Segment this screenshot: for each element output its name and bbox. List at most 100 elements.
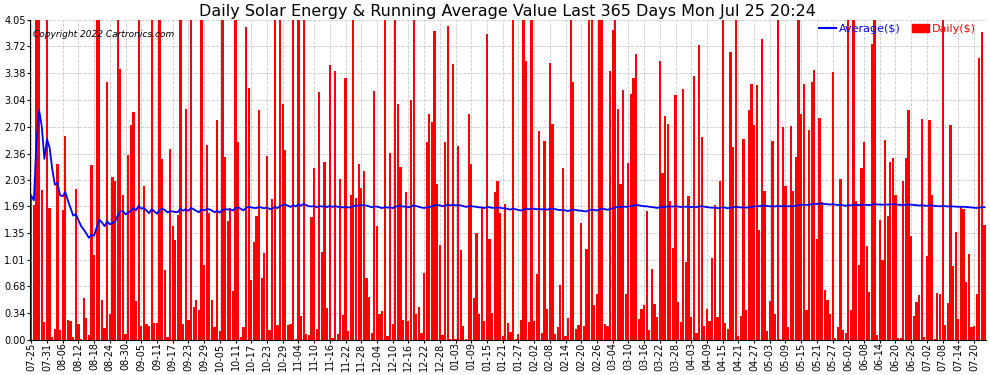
Bar xyxy=(753,125,755,340)
Bar xyxy=(292,20,294,340)
Bar xyxy=(892,158,894,340)
Bar xyxy=(462,326,464,340)
Bar xyxy=(849,310,852,340)
Bar xyxy=(871,44,873,340)
Bar xyxy=(158,20,160,340)
Bar xyxy=(528,322,530,340)
Bar xyxy=(104,328,106,340)
Bar xyxy=(776,20,779,340)
Bar xyxy=(407,321,410,340)
Bar xyxy=(268,330,270,340)
Bar xyxy=(421,333,423,340)
Bar xyxy=(61,210,63,340)
Bar xyxy=(690,317,692,340)
Bar xyxy=(449,339,451,340)
Bar xyxy=(648,330,650,340)
Bar xyxy=(392,324,394,340)
Bar xyxy=(365,278,367,340)
Title: Daily Solar Energy & Running Average Value Last 365 Days Mon Jul 25 20:24: Daily Solar Energy & Running Average Val… xyxy=(199,4,817,19)
Bar xyxy=(279,20,281,340)
Bar xyxy=(413,20,415,340)
Bar xyxy=(252,243,255,340)
Bar xyxy=(169,148,171,340)
Bar xyxy=(544,141,545,340)
Bar xyxy=(473,297,475,340)
Bar xyxy=(939,294,941,340)
Bar xyxy=(546,309,548,340)
Bar xyxy=(486,34,488,340)
Bar xyxy=(868,292,870,340)
Bar xyxy=(606,326,609,340)
Bar xyxy=(38,20,41,340)
Bar xyxy=(630,93,632,340)
Bar xyxy=(64,136,66,340)
Bar xyxy=(638,319,640,340)
Bar xyxy=(747,110,750,340)
Bar xyxy=(59,330,61,340)
Bar xyxy=(313,168,315,340)
Bar xyxy=(593,305,595,340)
Bar xyxy=(271,199,273,340)
Bar xyxy=(200,20,203,340)
Bar xyxy=(782,127,784,340)
Bar xyxy=(738,336,740,340)
Bar xyxy=(636,54,638,340)
Bar xyxy=(978,58,980,340)
Bar xyxy=(965,282,967,340)
Bar xyxy=(51,337,53,340)
Bar xyxy=(311,217,313,340)
Bar xyxy=(742,139,744,340)
Bar xyxy=(551,124,553,340)
Bar xyxy=(276,325,278,340)
Bar xyxy=(921,119,923,340)
Bar xyxy=(357,164,359,340)
Bar xyxy=(952,267,954,340)
Bar xyxy=(829,314,832,340)
Bar xyxy=(250,280,252,340)
Bar xyxy=(722,20,724,340)
Bar xyxy=(85,318,87,340)
Bar xyxy=(745,309,747,340)
Bar xyxy=(926,256,928,340)
Bar xyxy=(766,331,768,340)
Bar xyxy=(340,178,342,340)
Bar xyxy=(66,320,69,340)
Bar xyxy=(525,61,528,340)
Bar xyxy=(740,316,742,340)
Bar xyxy=(669,201,671,340)
Bar xyxy=(386,336,388,340)
Bar xyxy=(133,112,135,340)
Bar xyxy=(577,325,580,340)
Bar xyxy=(182,324,184,340)
Bar xyxy=(444,142,446,340)
Bar xyxy=(352,20,354,340)
Bar xyxy=(82,298,85,340)
Bar xyxy=(889,162,891,340)
Bar xyxy=(975,294,978,340)
Bar xyxy=(423,273,426,340)
Bar xyxy=(682,88,684,340)
Bar xyxy=(735,20,737,340)
Bar xyxy=(451,64,454,340)
Bar xyxy=(49,208,50,340)
Bar xyxy=(431,122,433,340)
Bar xyxy=(569,20,572,340)
Bar xyxy=(483,321,485,340)
Bar xyxy=(819,118,821,340)
Bar xyxy=(894,195,897,340)
Bar xyxy=(711,258,713,340)
Bar xyxy=(219,332,221,340)
Bar xyxy=(798,20,800,340)
Bar xyxy=(768,301,771,340)
Bar xyxy=(813,70,816,340)
Bar xyxy=(695,333,698,340)
Bar xyxy=(523,20,525,340)
Bar xyxy=(402,320,404,340)
Bar xyxy=(96,20,98,340)
Bar xyxy=(502,336,504,340)
Bar xyxy=(931,195,934,340)
Bar xyxy=(119,69,122,340)
Bar xyxy=(334,70,337,340)
Bar xyxy=(214,327,216,340)
Bar xyxy=(908,110,910,340)
